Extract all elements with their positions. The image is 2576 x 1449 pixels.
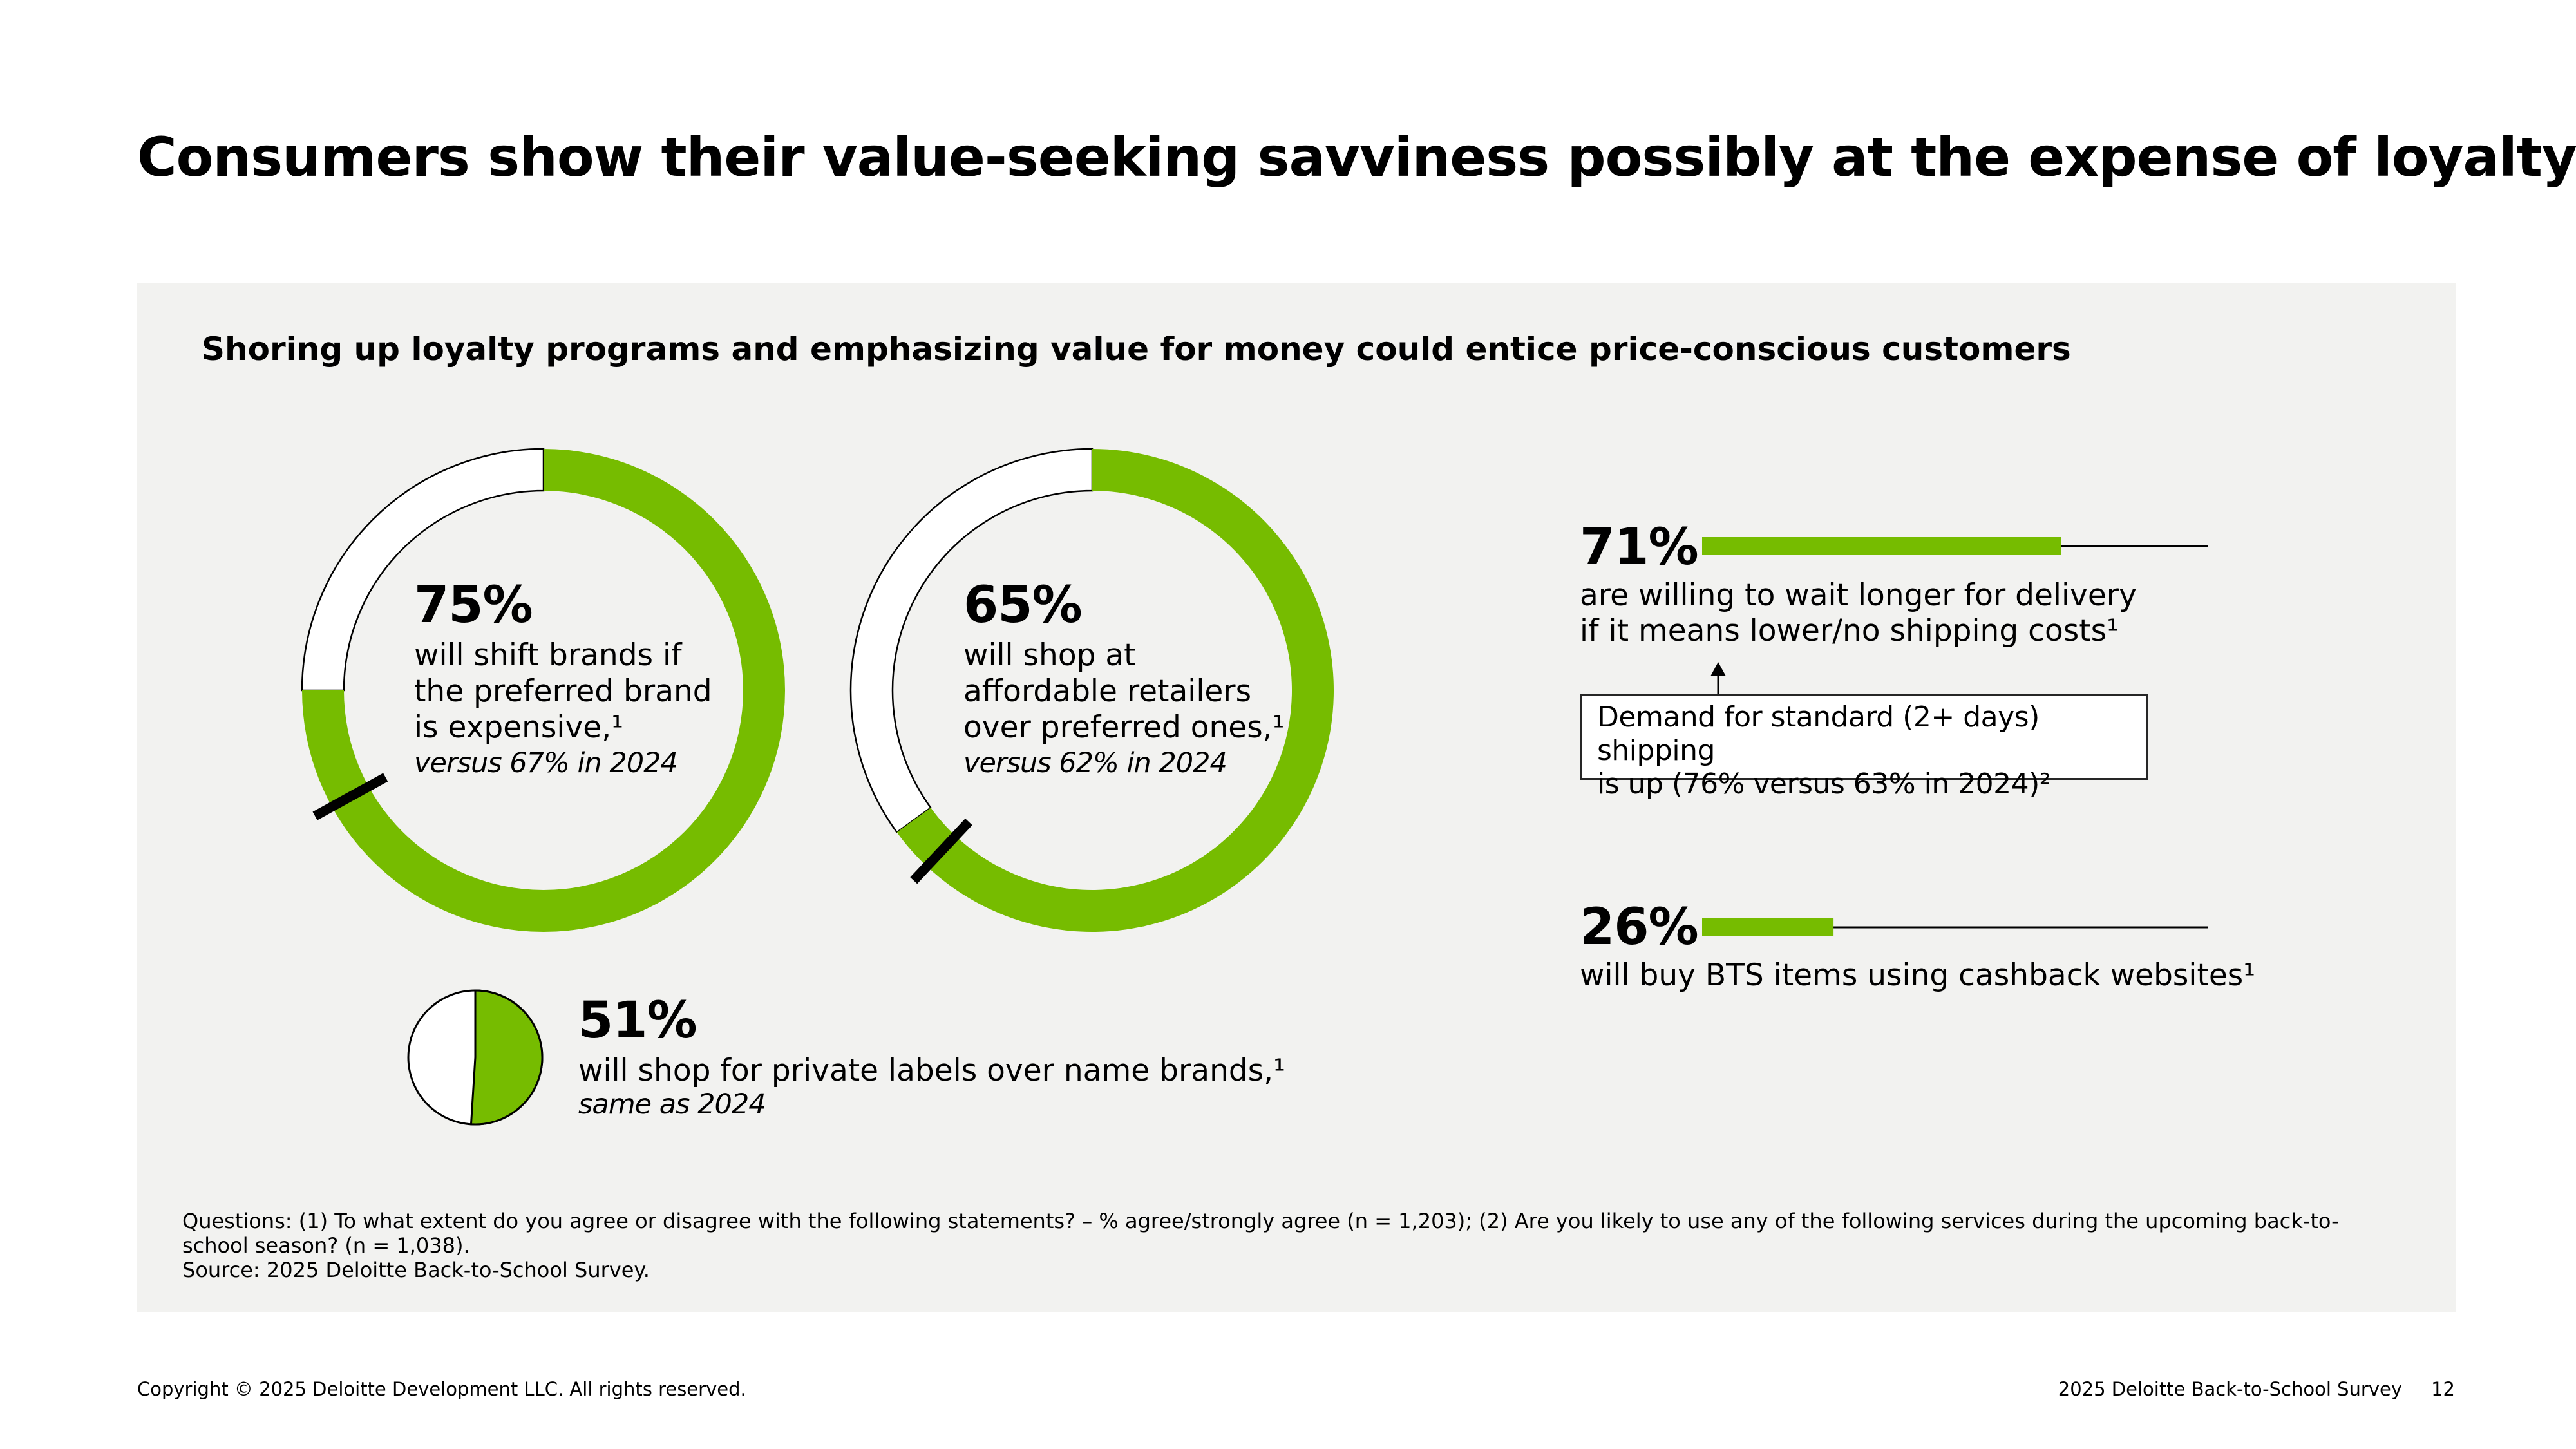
donut-2-comparison: versus 62% in 2024 (963, 747, 1227, 779)
footer-survey-name: 2025 Deloitte Back-to-School Survey (2058, 1378, 2402, 1400)
survey-questions: Questions: (1) To what extent do you agr… (182, 1209, 2339, 1258)
footer-page-number: 12 (2431, 1378, 2455, 1400)
page-title: Consumers show their value-seeking savvi… (137, 126, 2576, 189)
bar-2-description: will buy BTS items using cashback websit… (1580, 958, 2256, 993)
donut-1-comparison: versus 67% in 2024 (414, 747, 678, 779)
pie-value-label: 51% (578, 992, 697, 1050)
footer-copyright: Copyright © 2025 Deloitte Development LL… (137, 1378, 746, 1400)
callout-arrow (1710, 662, 1726, 694)
donut-1-value-label: 75% (414, 576, 533, 634)
pie-chart (407, 989, 544, 1126)
bar-1-value-label: 71% (1580, 518, 1699, 576)
donut-1-previous-year-marker (312, 773, 388, 820)
donut-2-track (849, 448, 1094, 834)
pie-comparison: same as 2024 (578, 1088, 766, 1121)
callout-line-2: is up (76% versus 63% in 2024)² (1597, 768, 2050, 800)
callout-arrowhead (1710, 662, 1726, 676)
shipping-callout-box (1580, 694, 2148, 780)
survey-notes: Questions: (1) To what extent do you agr… (182, 1209, 2372, 1282)
donut-1-description: will shift brands if the preferred brand… (414, 638, 712, 745)
pie-description: will shop for private labels over name b… (578, 1053, 1285, 1088)
bar-1 (1702, 537, 2208, 555)
bar-2-value-label: 26% (1580, 898, 1699, 956)
donut-2-previous-year-marker (910, 818, 972, 884)
callout-line-1: Demand for standard (2+ days) shipping (1597, 701, 2040, 767)
donut-2-description: will shop at affordable retailers over p… (963, 638, 1285, 745)
bar-1-description-line-1: are willing to wait longer for delivery (1580, 578, 2137, 613)
donut-1 (301, 448, 785, 932)
bar-1-description-line-2: if it means lower/no shipping costs¹ (1580, 613, 2119, 649)
donut-1-track (301, 448, 545, 692)
bar-2 (1702, 918, 2208, 936)
shipping-callout-text: Demand for standard (2+ days) shipping i… (1597, 701, 2145, 801)
bar-1-fill (1702, 537, 2061, 555)
donut-2-value-label: 65% (963, 576, 1083, 634)
survey-source: Source: 2025 Deloitte Back-to-School Sur… (182, 1258, 650, 1282)
donut-2 (849, 448, 1334, 932)
bar-2-fill (1702, 918, 1834, 936)
panel-subtitle: Shoring up loyalty programs and emphasiz… (202, 330, 2071, 368)
pie-value-slice (469, 989, 544, 1126)
